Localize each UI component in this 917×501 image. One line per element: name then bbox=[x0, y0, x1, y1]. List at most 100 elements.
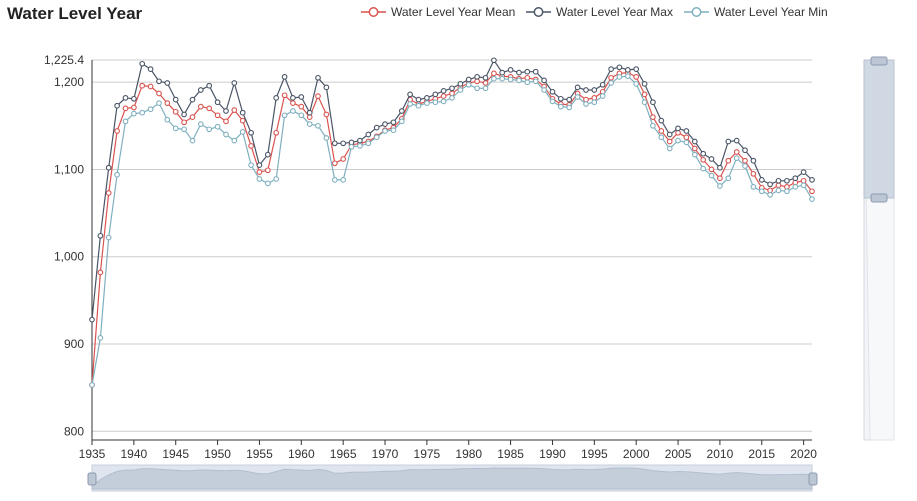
data-point[interactable] bbox=[214, 112, 221, 119]
data-point[interactable] bbox=[390, 119, 397, 126]
data-point[interactable] bbox=[306, 121, 313, 127]
data-point[interactable] bbox=[549, 98, 556, 105]
data-point[interactable] bbox=[507, 67, 514, 73]
data-point[interactable] bbox=[407, 91, 413, 98]
data-point[interactable] bbox=[248, 143, 254, 149]
x-zoom-right-handle[interactable] bbox=[808, 472, 818, 486]
data-point[interactable] bbox=[89, 316, 95, 323]
data-point[interactable] bbox=[256, 169, 263, 175]
data-point[interactable] bbox=[223, 131, 229, 138]
data-point[interactable] bbox=[348, 143, 355, 150]
data-point[interactable] bbox=[415, 96, 422, 103]
data-point[interactable] bbox=[491, 57, 497, 64]
data-point[interactable] bbox=[608, 80, 614, 86]
data-point[interactable] bbox=[792, 184, 799, 190]
data-point[interactable] bbox=[583, 87, 589, 93]
data-point[interactable] bbox=[290, 95, 296, 101]
data-point[interactable] bbox=[465, 76, 472, 83]
data-point[interactable] bbox=[181, 119, 187, 126]
data-point[interactable] bbox=[298, 103, 305, 110]
data-point[interactable] bbox=[122, 105, 129, 112]
data-point[interactable] bbox=[708, 172, 715, 179]
data-point[interactable] bbox=[181, 126, 187, 133]
data-point[interactable] bbox=[365, 131, 372, 138]
data-point[interactable] bbox=[491, 75, 497, 82]
data-point[interactable] bbox=[608, 74, 614, 81]
data-point[interactable] bbox=[733, 137, 740, 144]
data-point[interactable] bbox=[742, 157, 748, 164]
data-point[interactable] bbox=[156, 90, 162, 97]
data-point[interactable] bbox=[457, 87, 464, 93]
data-point[interactable] bbox=[273, 176, 280, 182]
data-point[interactable] bbox=[792, 175, 799, 182]
data-point[interactable] bbox=[666, 131, 673, 138]
data-point[interactable] bbox=[574, 94, 581, 100]
data-point[interactable] bbox=[131, 104, 137, 111]
data-point[interactable] bbox=[574, 84, 581, 91]
data-point[interactable] bbox=[491, 70, 497, 77]
data-point[interactable] bbox=[323, 84, 330, 91]
data-point[interactable] bbox=[717, 175, 723, 182]
data-point[interactable] bbox=[298, 94, 305, 100]
data-point[interactable] bbox=[650, 122, 656, 129]
data-point[interactable] bbox=[223, 118, 229, 125]
data-point[interactable] bbox=[541, 77, 547, 84]
data-point[interactable] bbox=[516, 77, 522, 84]
data-point[interactable] bbox=[290, 108, 296, 114]
data-point[interactable] bbox=[641, 99, 648, 106]
data-point[interactable] bbox=[357, 143, 363, 149]
data-point[interactable] bbox=[809, 196, 815, 202]
data-point[interactable] bbox=[474, 74, 480, 80]
data-point[interactable] bbox=[532, 78, 539, 85]
data-point[interactable] bbox=[105, 234, 112, 241]
data-point[interactable] bbox=[156, 100, 162, 106]
data-point[interactable] bbox=[624, 73, 631, 79]
data-point[interactable] bbox=[197, 121, 204, 127]
data-point[interactable] bbox=[449, 95, 455, 101]
data-point[interactable] bbox=[206, 82, 213, 89]
data-point[interactable] bbox=[298, 112, 305, 119]
data-point[interactable] bbox=[725, 157, 732, 164]
data-point[interactable] bbox=[273, 129, 280, 136]
data-point[interactable] bbox=[566, 96, 573, 103]
data-point[interactable] bbox=[507, 76, 514, 83]
data-point[interactable] bbox=[809, 188, 815, 195]
y-zoom-bottom-handle[interactable] bbox=[870, 193, 888, 203]
data-point[interactable] bbox=[131, 95, 137, 102]
data-point[interactable] bbox=[784, 188, 790, 195]
data-point[interactable] bbox=[641, 81, 648, 87]
data-point[interactable] bbox=[750, 157, 757, 164]
data-point[interactable] bbox=[315, 93, 321, 99]
data-point[interactable] bbox=[147, 106, 154, 113]
data-point[interactable] bbox=[599, 81, 606, 88]
data-point[interactable] bbox=[315, 74, 321, 81]
data-point[interactable] bbox=[440, 93, 447, 99]
x-zoom-left-handle[interactable] bbox=[87, 472, 97, 486]
data-point[interactable] bbox=[616, 74, 623, 80]
data-point[interactable] bbox=[331, 140, 338, 147]
data-point[interactable] bbox=[683, 139, 690, 146]
data-point[interactable] bbox=[147, 66, 154, 72]
data-point[interactable] bbox=[114, 128, 120, 134]
data-point[interactable] bbox=[256, 176, 263, 182]
data-point[interactable] bbox=[172, 125, 179, 132]
data-point[interactable] bbox=[641, 91, 648, 98]
data-point[interactable] bbox=[382, 128, 388, 134]
data-point[interactable] bbox=[424, 100, 430, 106]
data-point[interactable] bbox=[331, 177, 338, 183]
data-point[interactable] bbox=[499, 75, 506, 82]
data-point[interactable] bbox=[683, 128, 690, 134]
y-data-zoom-slider[interactable] bbox=[863, 56, 895, 441]
data-point[interactable] bbox=[398, 108, 405, 114]
x-data-zoom-slider[interactable] bbox=[87, 464, 818, 492]
data-point[interactable] bbox=[742, 163, 748, 169]
data-point[interactable] bbox=[122, 118, 129, 125]
data-point[interactable] bbox=[164, 80, 171, 86]
data-point[interactable] bbox=[432, 99, 439, 106]
data-point[interactable] bbox=[482, 74, 489, 81]
data-point[interactable] bbox=[248, 129, 254, 136]
data-point[interactable] bbox=[784, 177, 790, 184]
data-point[interactable] bbox=[97, 269, 104, 276]
data-point[interactable] bbox=[758, 188, 765, 195]
data-point[interactable] bbox=[767, 191, 773, 198]
